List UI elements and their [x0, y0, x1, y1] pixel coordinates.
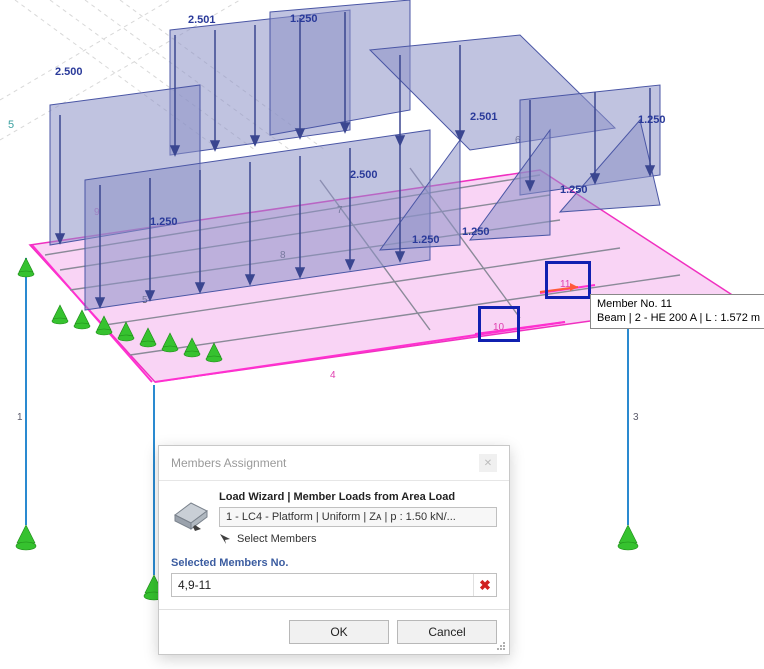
svg-text:2.500: 2.500	[55, 66, 83, 78]
highlight-member-11	[545, 261, 591, 299]
svg-text:2.500: 2.500	[350, 169, 378, 181]
ok-button[interactable]: OK	[289, 620, 389, 644]
svg-text:1.250: 1.250	[638, 114, 666, 126]
tooltip-line1: Member No. 11	[597, 297, 760, 311]
svg-text:1.250: 1.250	[560, 184, 588, 196]
member-num-3: 3	[633, 412, 639, 423]
svg-text:2.501: 2.501	[470, 111, 498, 123]
sel-member-4: 4	[330, 370, 336, 381]
highlight-member-10	[478, 306, 520, 342]
selected-members-label: Selected Members No.	[171, 557, 497, 569]
select-members-label: Select Members	[237, 533, 316, 545]
close-icon[interactable]: ✕	[479, 454, 497, 472]
axis-tick-label: 5	[8, 119, 14, 131]
beam-icon	[171, 491, 211, 531]
svg-text:1.250: 1.250	[150, 216, 178, 228]
wizard-heading: Load Wizard | Member Loads from Area Loa…	[219, 491, 497, 503]
svg-text:1.250: 1.250	[462, 226, 490, 238]
wizard-combo[interactable]: 1 - LC4 - Platform | Uniform | Zᴀ | p : …	[219, 507, 497, 527]
dialog-body: Load Wizard | Member Loads from Area Loa…	[159, 481, 509, 610]
members-assignment-dialog: Members Assignment ✕ Load Wizard | Membe…	[158, 445, 510, 655]
svg-text:1.250: 1.250	[412, 234, 440, 246]
select-members-icon	[219, 533, 231, 545]
selected-members-input[interactable]	[172, 574, 473, 596]
dialog-title-text: Members Assignment	[171, 456, 286, 470]
dialog-titlebar[interactable]: Members Assignment ✕	[159, 446, 509, 481]
dialog-button-bar: OK Cancel	[159, 610, 509, 654]
clear-input-icon[interactable]: ✖	[473, 574, 496, 596]
member-num-1: 1	[17, 412, 23, 423]
tooltip-line2: Beam | 2 - HE 200 A | L : 1.572 m	[597, 311, 760, 325]
resize-grip-icon[interactable]	[495, 640, 507, 652]
selected-members-input-row: ✖	[171, 573, 497, 597]
svg-text:2.501: 2.501	[188, 14, 216, 26]
cancel-button[interactable]: Cancel	[397, 620, 497, 644]
member-tooltip: Member No. 11 Beam | 2 - HE 200 A | L : …	[590, 294, 764, 329]
svg-text:1.250: 1.250	[290, 13, 318, 25]
